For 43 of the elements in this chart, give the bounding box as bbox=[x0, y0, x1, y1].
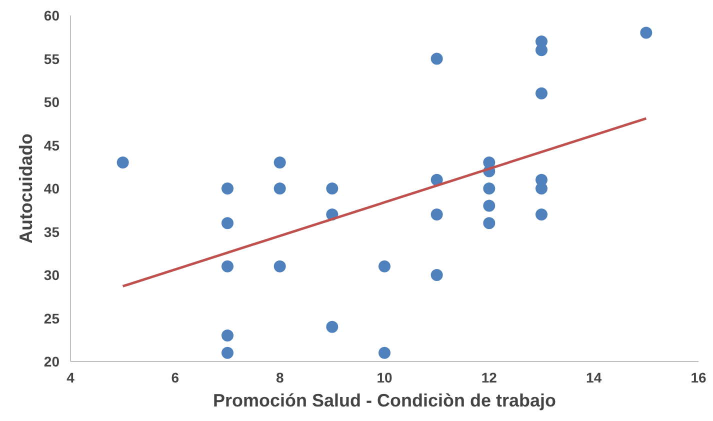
point bbox=[430, 208, 443, 220]
point bbox=[378, 260, 390, 272]
point bbox=[274, 260, 286, 272]
x-tick-label: 14 bbox=[586, 370, 602, 386]
x-tick-label: 10 bbox=[376, 370, 392, 386]
point bbox=[430, 269, 443, 281]
y-tick-label: 50 bbox=[44, 94, 60, 110]
y-tick-label: 40 bbox=[44, 180, 60, 196]
point bbox=[536, 208, 548, 220]
point bbox=[536, 44, 548, 56]
point bbox=[640, 26, 652, 39]
point bbox=[430, 174, 443, 186]
point bbox=[326, 320, 338, 333]
point bbox=[274, 156, 286, 169]
y-tick-label: 55 bbox=[44, 50, 60, 67]
x-tick-label: 4 bbox=[66, 370, 75, 386]
point bbox=[536, 87, 548, 100]
y-tick-label: 60 bbox=[44, 8, 60, 24]
x-tick-label: 16 bbox=[690, 370, 706, 386]
point bbox=[222, 330, 234, 342]
y-tick-label: 25 bbox=[44, 310, 60, 326]
y-tick-label: 35 bbox=[44, 224, 60, 240]
point bbox=[483, 217, 496, 230]
point bbox=[116, 156, 129, 169]
point bbox=[483, 200, 496, 212]
point bbox=[536, 182, 548, 194]
point bbox=[430, 52, 443, 65]
point bbox=[222, 260, 234, 272]
y-tick-label: 30 bbox=[44, 267, 60, 283]
x-tick-label: 12 bbox=[481, 370, 498, 386]
point bbox=[222, 217, 234, 230]
point bbox=[274, 182, 286, 194]
y-tick-label: 20 bbox=[44, 354, 60, 370]
point bbox=[222, 182, 234, 194]
x-axis-title: Promoción Salud - Condiciòn de trabajo bbox=[212, 390, 556, 410]
x-tick-label: 6 bbox=[171, 370, 180, 386]
point bbox=[483, 182, 496, 194]
point bbox=[222, 346, 234, 359]
y-tick-label: 45 bbox=[44, 137, 60, 154]
y-axis-title: Autocuidado bbox=[16, 133, 36, 244]
x-tick-label: 8 bbox=[276, 370, 284, 386]
point bbox=[326, 182, 338, 194]
point bbox=[378, 346, 390, 359]
